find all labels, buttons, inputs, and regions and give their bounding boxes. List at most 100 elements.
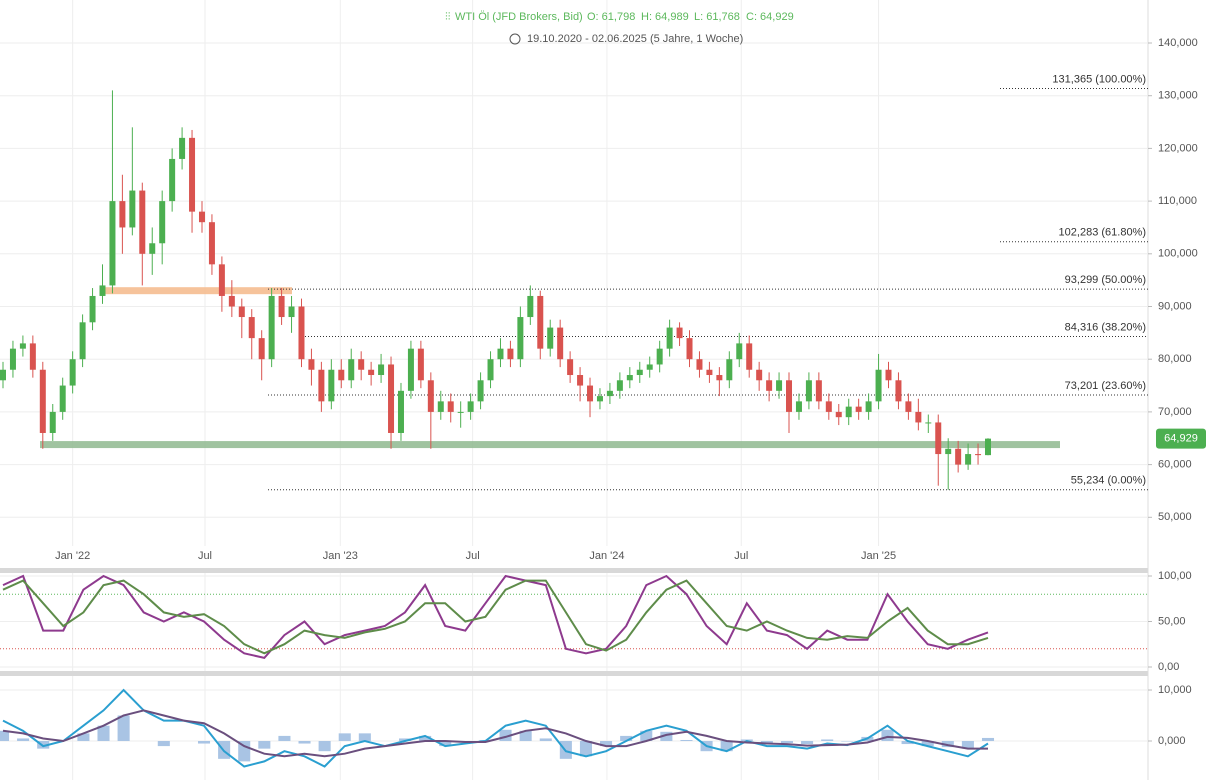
candle-body — [258, 338, 265, 360]
candle-body — [427, 380, 434, 412]
header: ⫶⫶ WTI Öl (JFD Brokers, Bid) O: 61,798 H… — [445, 11, 794, 45]
y-tick-label: 60,000 — [1158, 459, 1192, 471]
candle-body — [726, 359, 733, 381]
candle-body — [99, 285, 106, 296]
histogram-bar — [801, 741, 814, 745]
histogram-bar — [640, 730, 653, 741]
candle-body — [328, 369, 335, 402]
candle-body — [537, 295, 544, 349]
candle-body — [189, 137, 196, 212]
histogram-bar — [901, 741, 914, 745]
histogram-bar — [961, 741, 974, 749]
candle-body — [935, 422, 942, 455]
candle-body — [756, 369, 763, 381]
histogram-bar — [881, 729, 894, 741]
y-tick-label: 0,000 — [1158, 735, 1186, 747]
fib-label: 55,234 (0.00%) — [1071, 475, 1146, 487]
clock-icon — [509, 33, 521, 45]
y-tick-label: 10,000 — [1158, 684, 1192, 696]
price-tag — [1156, 428, 1206, 449]
histogram-bar — [841, 741, 854, 742]
candle-body — [49, 411, 56, 433]
candle-body — [845, 406, 852, 418]
candle-body — [706, 369, 713, 376]
panel-divider — [0, 568, 1148, 573]
candle-body — [646, 364, 653, 370]
series-line — [2, 709, 988, 758]
histogram-bar — [499, 729, 512, 741]
candle-body — [89, 295, 96, 323]
candle-body — [915, 411, 922, 423]
candle-body — [776, 380, 783, 391]
candle-body — [39, 369, 46, 433]
candle-body — [318, 369, 325, 402]
histogram-bar — [77, 733, 90, 741]
histogram-bar — [941, 741, 954, 748]
series-line — [2, 574, 989, 660]
candle-body — [59, 385, 66, 412]
candle-body — [378, 364, 385, 376]
histogram-bar — [0, 730, 10, 741]
candle-body — [159, 201, 166, 244]
candle-body — [298, 306, 305, 360]
candle-body — [497, 348, 504, 360]
candle-body — [835, 411, 842, 418]
candle-body — [815, 380, 822, 402]
candle-body — [616, 380, 623, 391]
candle-body — [149, 243, 156, 254]
candle-body — [736, 343, 743, 360]
histogram-bar — [197, 741, 211, 744]
candle-body — [417, 348, 424, 381]
support-zone — [100, 287, 292, 295]
histogram-bar — [519, 730, 532, 741]
candle-body — [268, 295, 275, 360]
candle-body — [9, 348, 16, 370]
histogram-bar — [97, 725, 110, 741]
histogram-bar — [981, 737, 995, 741]
candle-body — [338, 369, 345, 381]
candle-body — [238, 306, 245, 318]
x-tick-label: Jan '24 — [589, 550, 624, 562]
price-tag-label: 64,929 — [1164, 433, 1198, 445]
candle-body — [139, 190, 146, 254]
histogram-bar — [157, 741, 170, 747]
histogram-bar — [399, 738, 412, 741]
fib-label: 131,365 (100.00%) — [1052, 73, 1146, 85]
candle-body — [975, 454, 982, 456]
candle-body — [397, 390, 404, 433]
candle-body — [955, 448, 962, 465]
candle-body — [596, 396, 603, 402]
y-tick-label: 130,000 — [1158, 90, 1198, 102]
histogram-bar — [620, 735, 633, 741]
histogram-bar — [338, 733, 351, 741]
histogram-bar — [298, 741, 311, 744]
histogram-bar — [660, 731, 673, 741]
candle-body — [636, 369, 643, 376]
histogram-bar — [358, 733, 371, 741]
candle-body — [169, 158, 176, 202]
candle-body — [567, 359, 574, 376]
histogram-bar — [720, 741, 733, 752]
histogram-bar — [760, 741, 773, 744]
candle-body — [547, 327, 554, 349]
candle-body — [437, 401, 444, 412]
x-tick-label: Jul — [198, 550, 212, 562]
x-tick-label: Jan '23 — [323, 550, 358, 562]
y-tick-label: 110,000 — [1158, 195, 1197, 207]
candle-body — [368, 369, 375, 376]
y-tick-label: 80,000 — [1158, 353, 1192, 365]
candle-body — [348, 359, 355, 381]
x-tick-label: Jan '22 — [55, 550, 90, 562]
candle-body — [577, 375, 584, 386]
fib-label: 73,201 (23.60%) — [1065, 380, 1146, 392]
candle-body — [29, 343, 36, 370]
candle-body — [0, 369, 6, 381]
candle-body — [786, 380, 793, 412]
histogram-bar — [600, 741, 613, 747]
y-tick-label: 50,00 — [1158, 615, 1186, 627]
chart-subtitle: 19.10.2020 - 02.06.2025 (5 Jahre, 1 Woch… — [527, 33, 743, 45]
candle-body — [467, 401, 474, 412]
candle-body — [19, 343, 26, 349]
candle-body — [945, 448, 952, 455]
